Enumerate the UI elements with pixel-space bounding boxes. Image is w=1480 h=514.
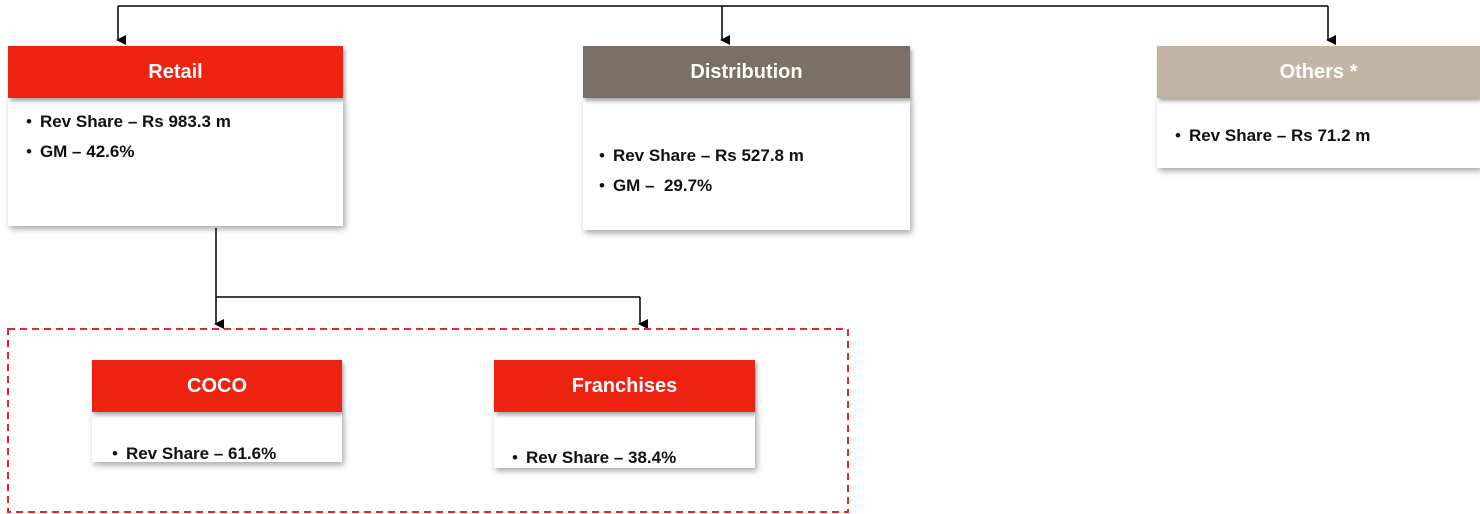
node-body: Rev Share – Rs 983.3 m GM – 42.6% [8, 98, 343, 226]
group-outline [7, 328, 849, 513]
node-header: Others * [1157, 46, 1480, 98]
bullet: Rev Share – Rs 983.3 m [26, 112, 231, 132]
bullet: Rev Share – Rs 527.8 m [599, 146, 804, 166]
node-body: Rev Share – Rs 527.8 m GM – 29.7% [583, 98, 910, 230]
node-header: Retail [8, 46, 343, 98]
bullet: Rev Share – 38.4% [512, 448, 676, 468]
node-body: Rev Share – Rs 71.2 m [1157, 98, 1480, 168]
node-header: Distribution [583, 46, 910, 98]
node-header: Franchises [494, 360, 755, 412]
bullet: Rev Share – 61.6% [112, 444, 276, 464]
node-body: Rev Share – 38.4% [494, 412, 755, 468]
node-body: Rev Share – 61.6% [92, 412, 342, 464]
bullet: GM – 42.6% [26, 142, 135, 162]
bullet: Rev Share – Rs 71.2 m [1175, 126, 1370, 146]
node-header: COCO [92, 360, 342, 412]
bullet: GM – 29.7% [599, 176, 712, 196]
